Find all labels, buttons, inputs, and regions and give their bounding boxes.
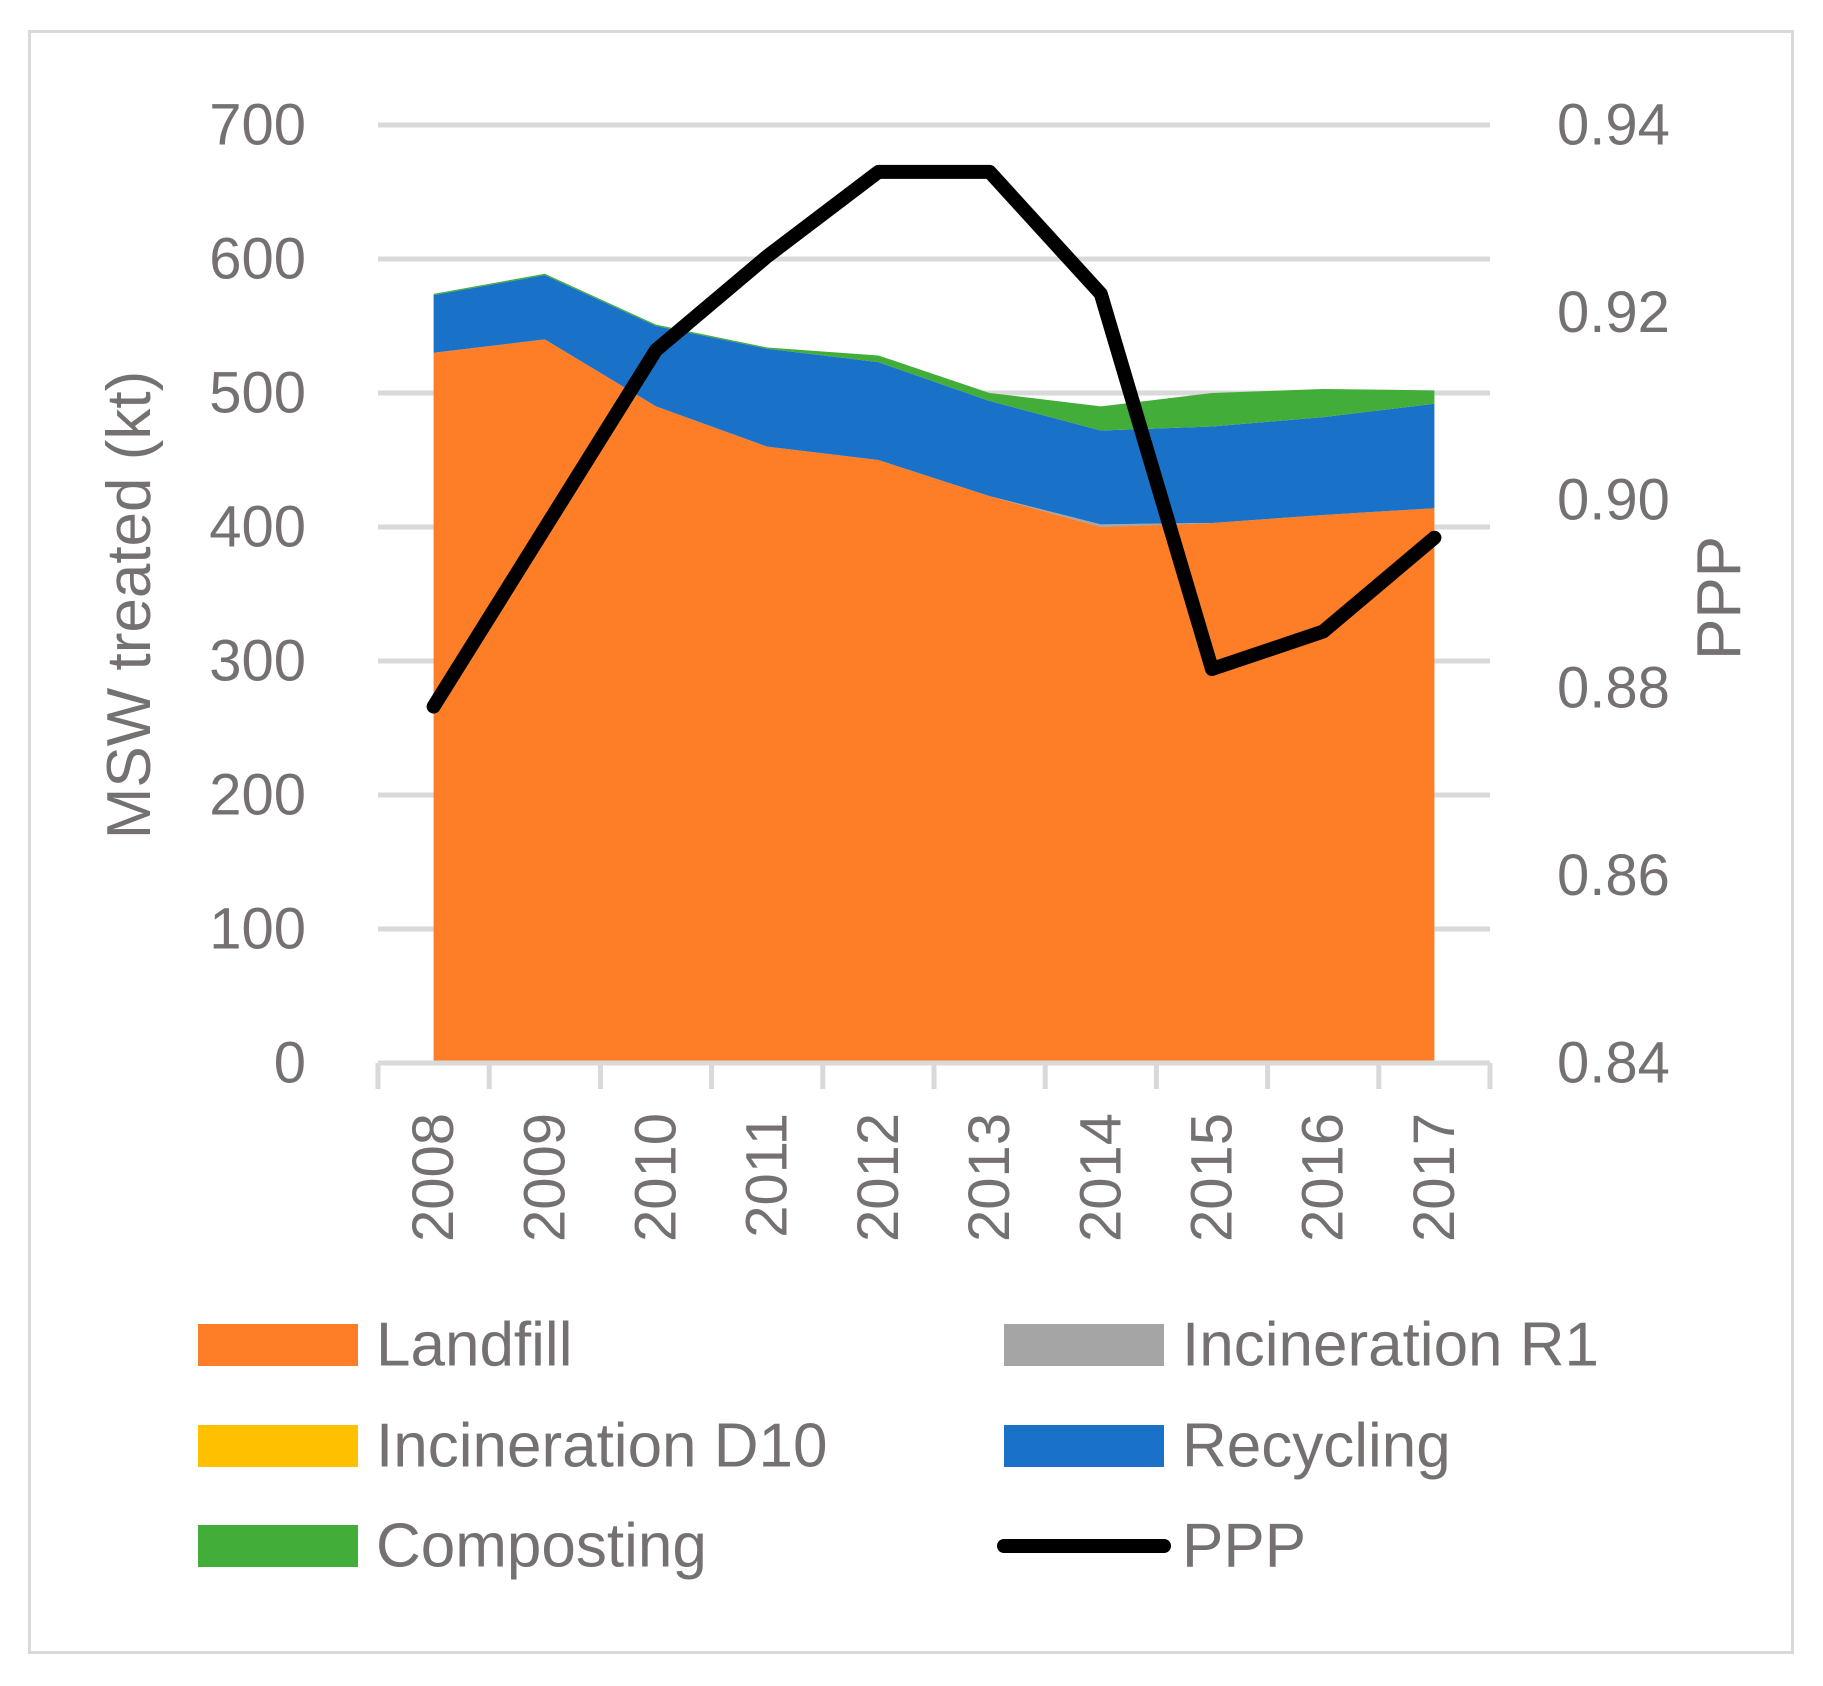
x-tick-label: 2016	[1291, 1113, 1356, 1242]
left-tick-label: 700	[209, 93, 306, 158]
left-tick-label: 200	[209, 763, 306, 828]
legend: Landfill Incineration R1 Incineration D10 R…	[198, 1311, 1599, 1581]
left-tick-label: 500	[209, 361, 306, 426]
x-tick-label: 2010	[624, 1113, 689, 1242]
right-tick-label: 0.86	[1557, 843, 1670, 908]
x-tick-label: 2013	[957, 1113, 1022, 1242]
right-tick-label: 0.92	[1557, 280, 1670, 345]
left-axis-title: MSW treated (kt)	[95, 371, 164, 840]
x-axis: 2008 2009 2010 2011 2012 2013 2014 2015 2016 2017	[375, 1060, 1493, 1242]
area-recycling	[433, 275, 1435, 525]
right-tick-label: 0.88	[1557, 655, 1670, 720]
area-composting	[433, 273, 1435, 431]
stacked-areas	[433, 273, 1435, 1063]
x-tick-label: 2015	[1180, 1113, 1245, 1242]
x-tick-label: 2011	[735, 1113, 800, 1238]
left-tick-label: 600	[209, 227, 306, 292]
legend-label-recycling: Recycling	[1182, 1412, 1451, 1481]
legend-label-composting: Composting	[376, 1512, 707, 1581]
x-tick-label: 2014	[1068, 1113, 1133, 1242]
right-axis-title: PPP	[1685, 536, 1754, 660]
chart-frame	[28, 30, 1794, 1654]
x-tick-label: 2012	[846, 1113, 911, 1242]
legend-label-landfill: Landfill	[376, 1311, 572, 1380]
legend-swatch-landfill	[198, 1324, 358, 1366]
left-tick-label: 0	[274, 1031, 306, 1096]
legend-swatch-recycling	[1004, 1425, 1164, 1467]
legend-label-ppp: PPP	[1182, 1512, 1306, 1581]
legend-label-incineration-r1: Incineration R1	[1182, 1311, 1599, 1380]
left-tick-label: 400	[209, 495, 306, 560]
legend-swatch-incineration-r1	[1004, 1324, 1164, 1366]
right-y-axis: 0.84 0.86 0.88 0.90 0.92 0.94	[1557, 93, 1670, 1096]
ppp-line-layer	[426, 164, 1442, 714]
left-y-axis: 0 100 200 300 400 500 600 700	[209, 93, 306, 1096]
right-tick-label: 0.84	[1557, 1031, 1670, 1096]
x-tick-label: 2017	[1402, 1113, 1467, 1242]
right-tick-label: 0.90	[1557, 468, 1670, 533]
right-tick-label: 0.94	[1557, 93, 1670, 158]
ppp-line	[426, 164, 1442, 714]
legend-label-incineration-d10: Incineration D10	[376, 1412, 828, 1481]
legend-swatch-composting	[198, 1525, 358, 1567]
area-landfill	[433, 339, 1435, 1063]
x-tick-label: 2008	[401, 1113, 466, 1242]
legend-swatch-incineration-d10	[198, 1425, 358, 1467]
left-tick-label: 300	[209, 629, 306, 694]
x-tick-label: 2009	[512, 1113, 577, 1242]
left-tick-label: 100	[209, 897, 306, 962]
